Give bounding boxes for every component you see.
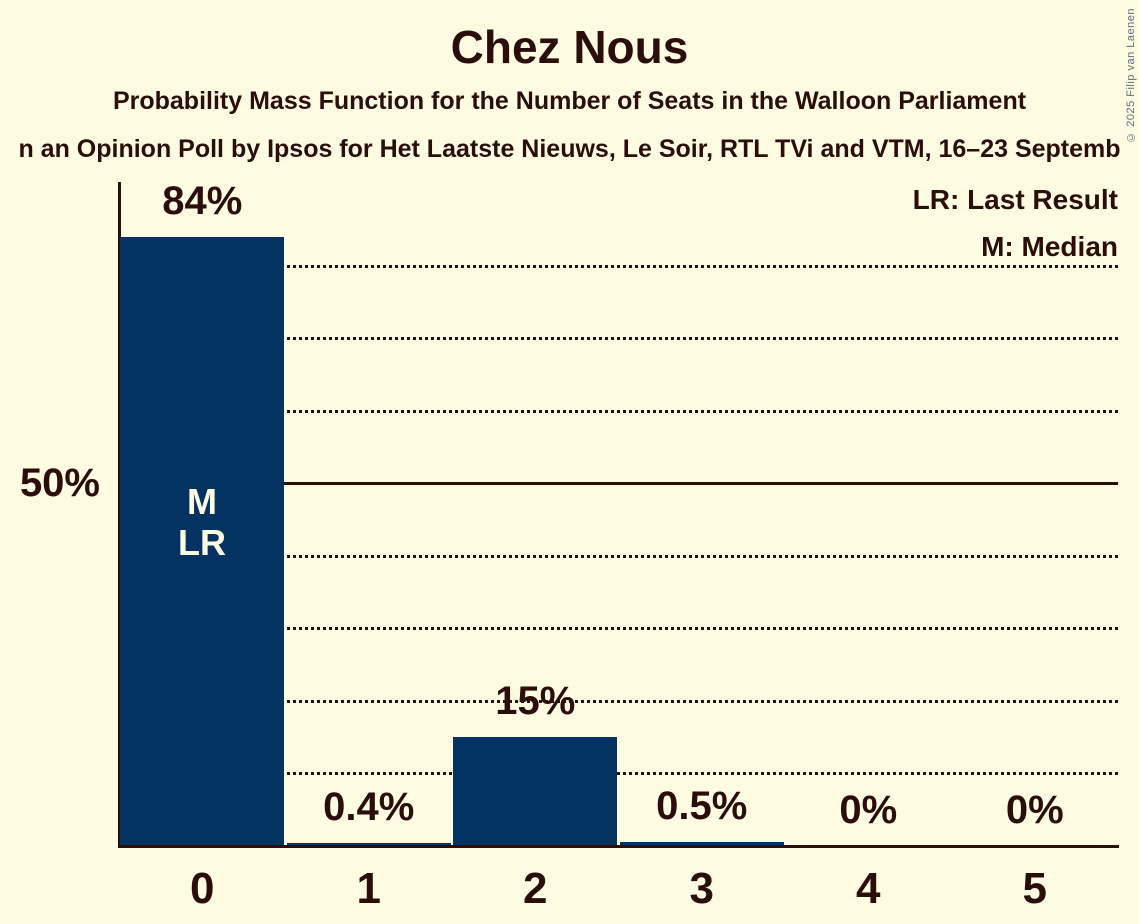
gridline-dotted-60: [119, 409, 1118, 413]
bar-seats-2: [453, 737, 618, 846]
chart-source-line: n an Opinion Poll by Ipsos for Het Laats…: [18, 135, 1121, 163]
gridline-solid-50: [119, 482, 1118, 485]
median-marker: M: [187, 481, 217, 522]
x-axis-tick-label-2: 2: [523, 864, 548, 913]
y-axis-line: [118, 182, 121, 848]
bar-seats-1: [286, 843, 451, 846]
x-axis-tick-label-0: 0: [190, 864, 215, 913]
legend-median: M: Median: [981, 231, 1118, 262]
bar-value-label-3: 0.5%: [656, 784, 748, 828]
x-axis-tick-label-1: 1: [356, 864, 381, 913]
last-result-marker: LR: [178, 522, 226, 563]
bar-value-label-4: 0%: [839, 788, 898, 832]
bar-value-label-1: 0.4%: [323, 785, 415, 829]
x-axis-tick-label-3: 3: [689, 864, 714, 913]
x-axis-tick-label-4: 4: [856, 864, 881, 913]
x-axis-tick-label-5: 5: [1022, 864, 1047, 913]
gridline-dotted-70: [119, 337, 1118, 340]
bar-seats-3: [619, 842, 784, 846]
y-axis-50-percent-label: 50%: [19, 461, 100, 505]
gridline-dotted-40: [119, 554, 1118, 558]
gridline-dotted-80: [119, 264, 1118, 268]
gridline-dotted-30: [119, 627, 1118, 630]
bar-value-label-5: 0%: [1005, 788, 1064, 832]
bar-seats-0: [120, 237, 285, 846]
gridline-dotted-20: [119, 699, 1118, 703]
legend-last-result: LR: Last Result: [912, 184, 1118, 215]
x-axis-line: [118, 845, 1119, 848]
chart-title: Chez Nous: [450, 21, 689, 73]
bar-value-label-0: 84%: [162, 179, 243, 223]
bar-value-label-2: 15%: [495, 679, 576, 723]
chart-subtitle: Probability Mass Function for the Number…: [112, 87, 1027, 115]
gridline-dotted-10: [119, 772, 1118, 775]
median-last-result-annotation: M LR: [120, 481, 284, 563]
copyright-notice: © 2025 Filip van Laenen: [1125, 8, 1137, 143]
